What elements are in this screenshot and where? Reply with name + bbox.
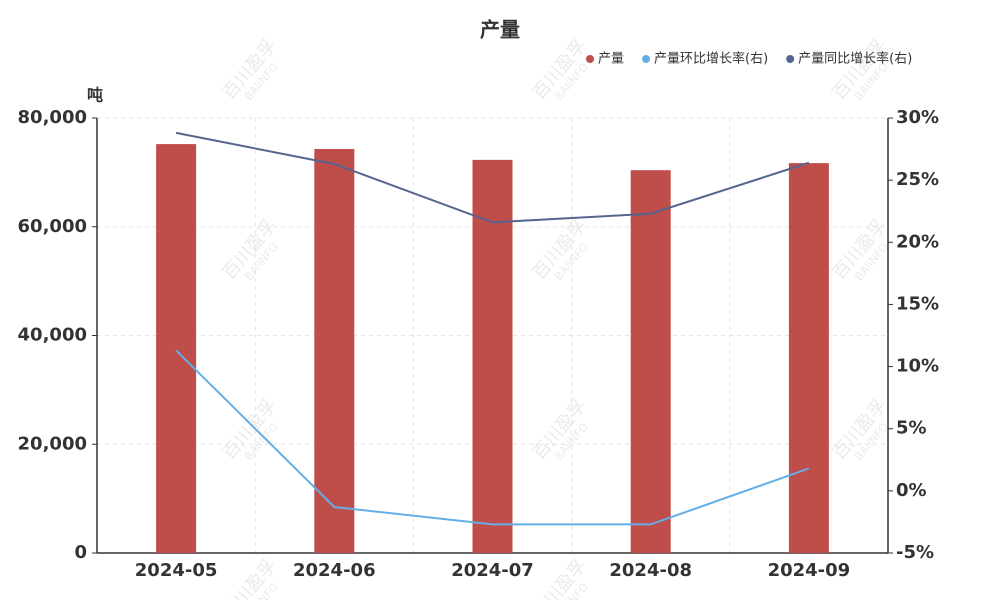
y2-tick-label: -5% (896, 542, 934, 563)
chart-title: 产量 (480, 18, 520, 42)
bar (630, 170, 671, 553)
y-tick-label: 80,000 (18, 107, 87, 128)
y2-tick-label: 10% (896, 356, 939, 377)
x-tick-label: 2024-07 (451, 560, 534, 581)
legend-label: 产量同比增长率(右) (798, 51, 912, 67)
y2-tick-label: 0% (896, 480, 927, 501)
y2-tick-label: 25% (896, 169, 939, 190)
legend-label: 产量环比增长率(右) (654, 51, 768, 67)
y-tick-label: 40,000 (18, 325, 87, 346)
legend-marker (586, 55, 594, 63)
bar (788, 163, 829, 553)
x-tick-label: 2024-09 (768, 560, 851, 581)
y-tick-label: 60,000 (18, 216, 87, 237)
legend-marker (642, 55, 651, 63)
bar (314, 148, 355, 553)
y2-tick-label: 20% (896, 231, 939, 252)
line (175, 131, 810, 224)
y2-tick-label: 5% (896, 418, 927, 439)
y-tick-label: 0 (74, 542, 87, 563)
y-axis-unit: 吨 (87, 86, 103, 105)
bar (472, 159, 513, 553)
legend-marker (786, 55, 795, 63)
y2-tick-label: 30% (896, 107, 939, 128)
y-tick-label: 20,000 (18, 433, 87, 454)
y2-tick-label: 15% (896, 293, 939, 314)
x-tick-label: 2024-05 (135, 560, 218, 581)
x-tick-label: 2024-06 (293, 560, 376, 581)
line (175, 349, 810, 526)
bar (156, 144, 197, 553)
legend-label: 产量 (598, 52, 624, 67)
x-tick-label: 2024-08 (609, 560, 692, 581)
